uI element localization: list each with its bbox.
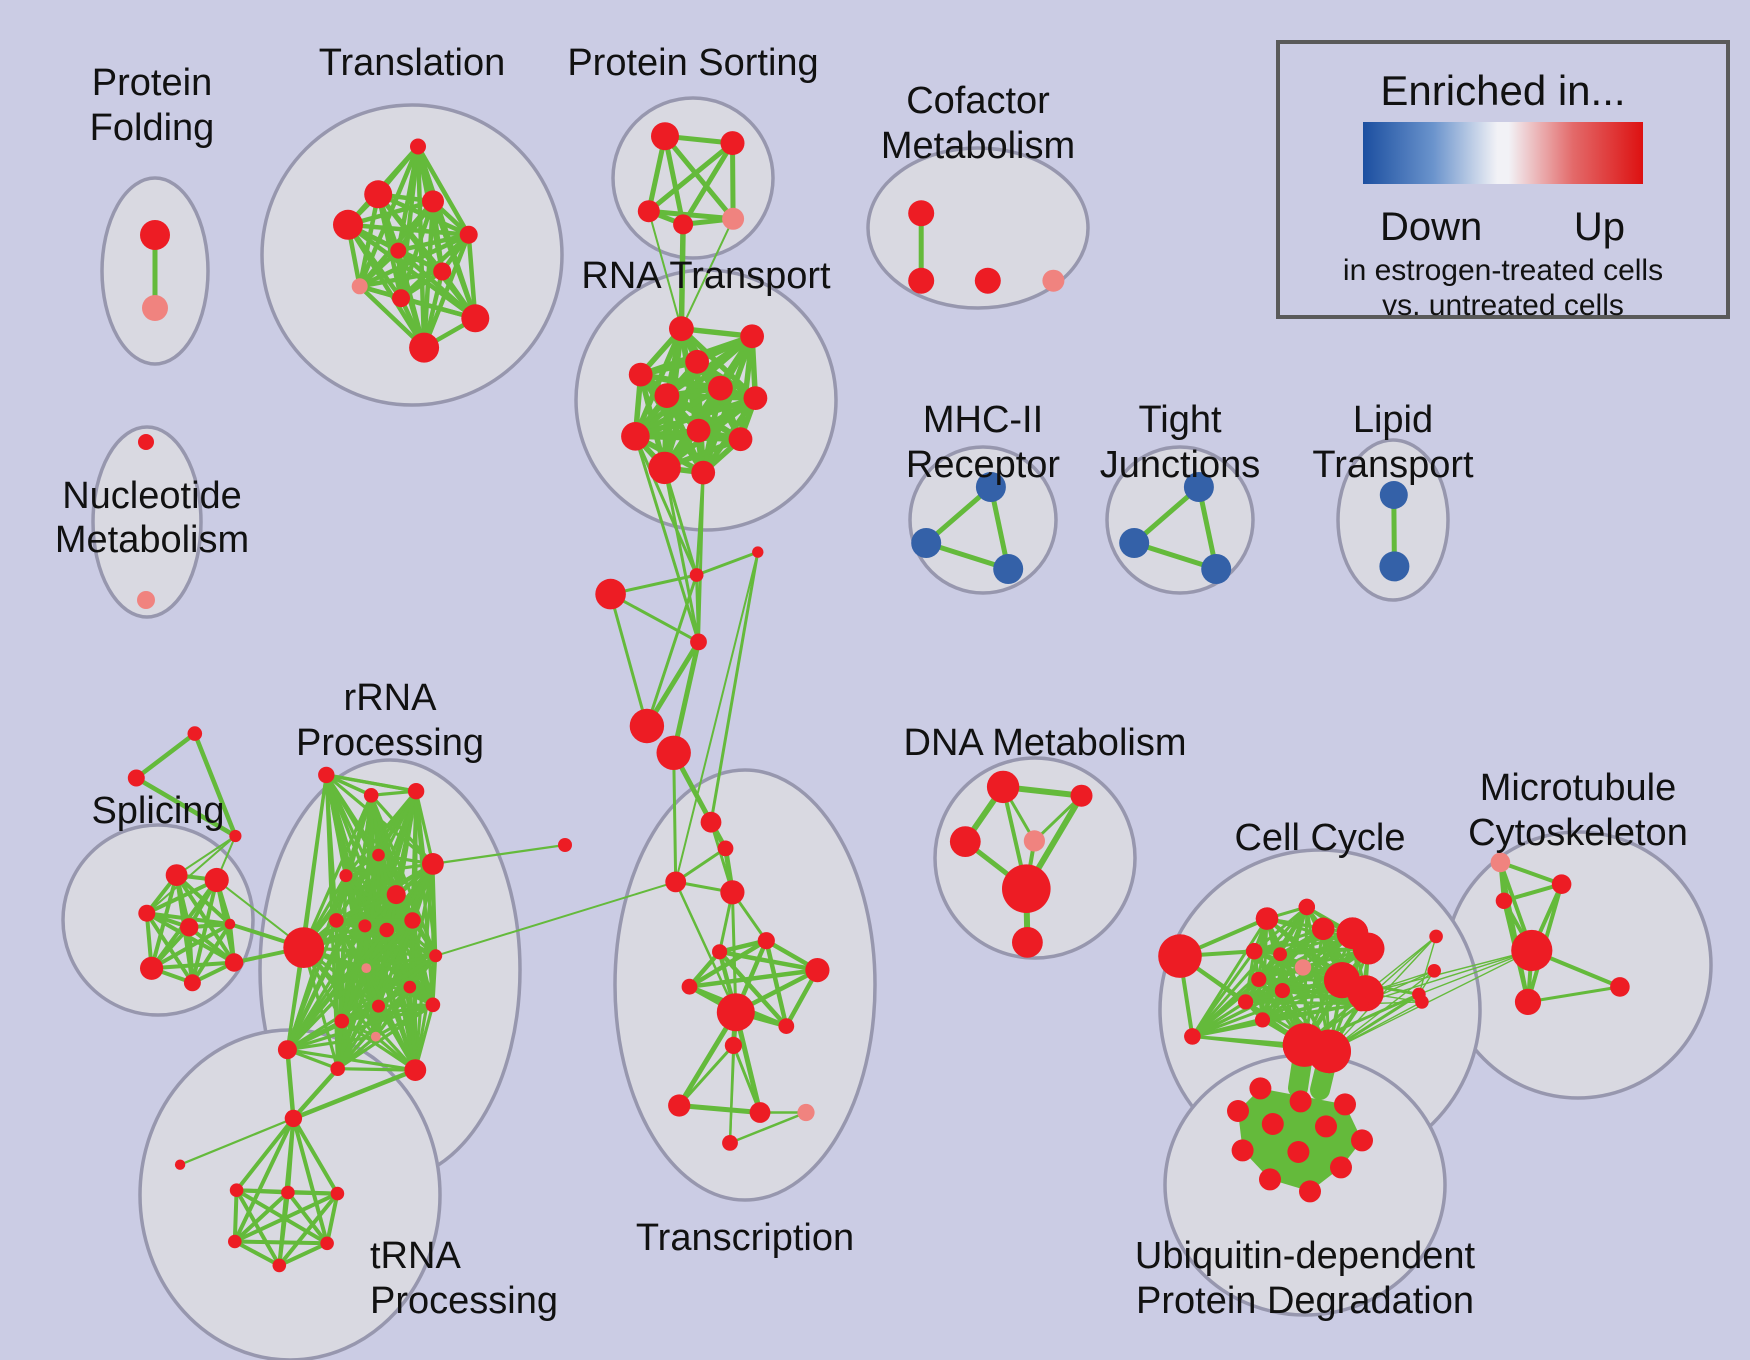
svg-text:Processing: Processing bbox=[296, 722, 484, 764]
svg-text:Metabolism: Metabolism bbox=[55, 519, 249, 561]
svg-text:rRNA: rRNA bbox=[344, 677, 438, 719]
svg-text:Ubiquitin-dependent: Ubiquitin-dependent bbox=[1135, 1235, 1476, 1277]
svg-text:DNA Metabolism: DNA Metabolism bbox=[904, 722, 1187, 764]
svg-text:Metabolism: Metabolism bbox=[881, 125, 1075, 167]
svg-text:Lipid: Lipid bbox=[1353, 399, 1433, 441]
svg-text:RNA Transport: RNA Transport bbox=[581, 255, 831, 297]
svg-text:Receptor: Receptor bbox=[906, 444, 1061, 486]
svg-text:in estrogen-treated cells: in estrogen-treated cells bbox=[1343, 254, 1663, 287]
svg-text:Enriched in...: Enriched in... bbox=[1380, 67, 1625, 114]
svg-text:Nucleotide: Nucleotide bbox=[62, 475, 242, 517]
svg-text:Folding: Folding bbox=[90, 107, 215, 149]
svg-text:Cytoskeleton: Cytoskeleton bbox=[1468, 812, 1688, 854]
svg-text:MHC-II: MHC-II bbox=[923, 399, 1043, 441]
svg-text:Transcription: Transcription bbox=[636, 1217, 854, 1259]
svg-text:Protein Degradation: Protein Degradation bbox=[1136, 1280, 1474, 1322]
svg-text:Protein: Protein bbox=[92, 62, 212, 104]
svg-text:tRNA: tRNA bbox=[370, 1235, 461, 1277]
svg-text:Protein Sorting: Protein Sorting bbox=[567, 42, 818, 84]
svg-text:Down: Down bbox=[1380, 205, 1482, 249]
svg-text:Up: Up bbox=[1574, 205, 1625, 249]
svg-text:Cell Cycle: Cell Cycle bbox=[1234, 817, 1405, 859]
svg-text:Microtubule: Microtubule bbox=[1480, 767, 1676, 809]
svg-text:Splicing: Splicing bbox=[91, 790, 224, 832]
svg-text:Junctions: Junctions bbox=[1100, 444, 1261, 486]
svg-text:Transport: Transport bbox=[1312, 444, 1474, 486]
svg-text:vs. untreated cells: vs. untreated cells bbox=[1382, 289, 1624, 322]
svg-text:Cofactor: Cofactor bbox=[906, 80, 1050, 122]
svg-text:Translation: Translation bbox=[319, 42, 506, 84]
svg-text:Tight: Tight bbox=[1138, 399, 1222, 441]
svg-text:Processing: Processing bbox=[370, 1280, 558, 1322]
